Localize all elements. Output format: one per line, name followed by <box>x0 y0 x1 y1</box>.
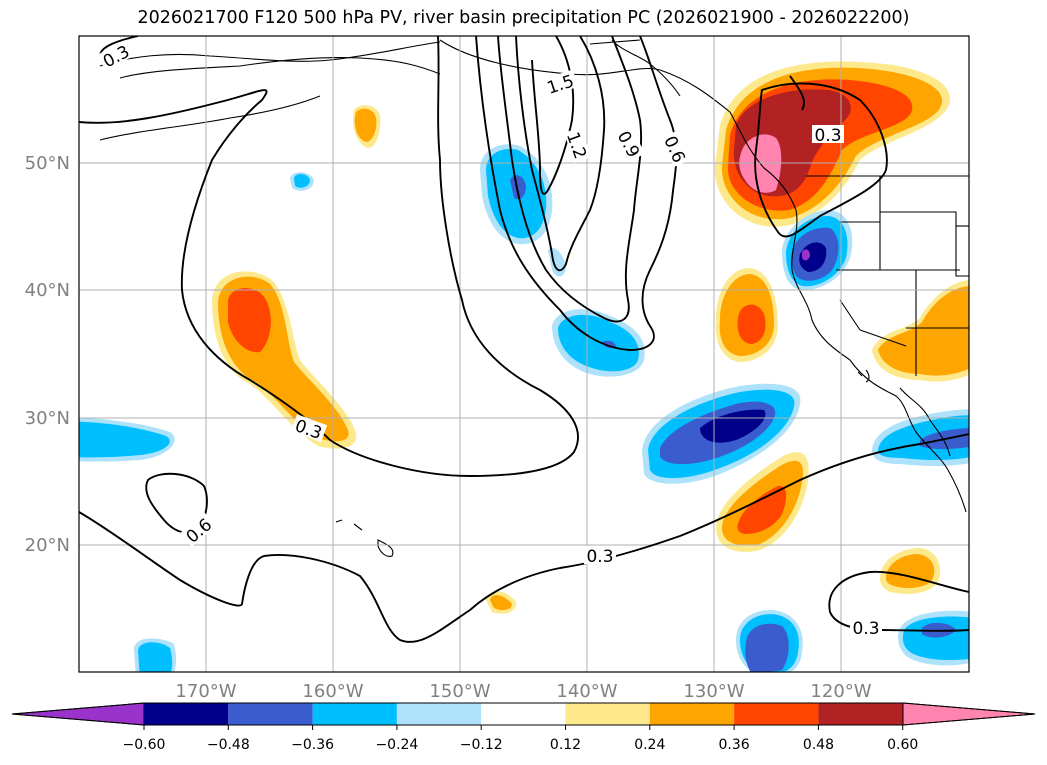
colorbar-tick-label: 0.60 <box>887 737 918 753</box>
colorbar-tick-label: 0.12 <box>550 737 581 753</box>
colorbar-extend-high <box>902 702 1036 726</box>
positive-anomaly-ca <box>878 286 969 376</box>
colorbar-segment <box>144 703 229 725</box>
lat-label: 20°N <box>25 535 70 556</box>
positive-anomaly <box>737 304 766 344</box>
colorbar-tick-label: 0.36 <box>719 737 750 753</box>
lon-label: 140°W <box>556 681 617 702</box>
pv-contour-0.3 <box>789 75 806 111</box>
positive-anomaly <box>490 595 512 611</box>
lat-label: 40°N <box>25 280 70 301</box>
lat-label: 50°N <box>25 153 70 174</box>
lon-label: 120°W <box>810 681 871 702</box>
map-content: 0.3 1.5 1.2 0.9 0.6 0.3 0.3 0.6 0.3 0.3 <box>79 36 969 672</box>
colorbar-segment <box>481 703 566 725</box>
pv-contour-0.3 <box>754 82 888 238</box>
negative-anomaly <box>294 174 310 188</box>
pv-contour-1.5 <box>531 36 575 195</box>
colorbar-segment <box>565 703 650 725</box>
map-title: 2026021700 F120 500 hPa PV, river basin … <box>137 8 910 28</box>
lon-label: 130°W <box>683 681 744 702</box>
colorbar-segment <box>312 703 397 725</box>
colorbar-segment <box>649 703 735 725</box>
pv-contour-1.2 <box>515 36 606 272</box>
lon-labels: 170°W 160°W 150°W 140°W 130°W 120°W <box>175 681 871 702</box>
negative-anomaly <box>138 642 173 672</box>
colorbar-segment <box>396 703 482 725</box>
colorbar-segment <box>228 703 313 725</box>
colorbar-tick-label: −0.60 <box>123 737 166 753</box>
colorbar-tick-labels: −0.60 −0.48 −0.36 −0.24 −0.12 0.12 0.24 … <box>123 737 919 753</box>
colorbar: −0.60 −0.48 −0.36 −0.24 −0.12 0.12 0.24 … <box>11 702 1036 753</box>
contour-label: 0.3 <box>586 547 613 567</box>
positive-anomaly <box>354 108 377 142</box>
coastlines <box>99 39 969 557</box>
colorbar-segment <box>818 703 903 725</box>
negative-anomaly <box>79 421 170 458</box>
lon-label: 160°W <box>302 681 363 702</box>
pv-contour-0.3 <box>79 433 969 643</box>
contour-label: 0.3 <box>852 619 879 639</box>
colorbar-ticks <box>143 725 904 730</box>
plot-frame <box>78 35 970 673</box>
colorbar-tick-label: −0.24 <box>375 737 418 753</box>
colorbar-extend-low <box>11 702 145 726</box>
contour-label: 0.3 <box>814 126 841 146</box>
pv-contour-0.9 <box>497 36 643 323</box>
lat-labels: 20°N 30°N 40°N 50°N <box>25 153 70 556</box>
positive-anomaly-central <box>228 288 271 353</box>
lon-label: 150°W <box>429 681 490 702</box>
negative-anomaly <box>745 623 789 672</box>
pv-contour-0.3 <box>79 36 579 477</box>
pv-contour-0.3 <box>828 570 969 632</box>
colorbar-tick-label: −0.36 <box>291 737 334 753</box>
negative-anomaly <box>510 175 526 200</box>
lon-label: 170°W <box>175 681 236 702</box>
colorbar-tick-label: 0.24 <box>634 737 665 753</box>
negative-anomaly-ca <box>802 249 810 261</box>
colorbar-tick-label: −0.48 <box>207 737 250 753</box>
colorbar-segment <box>734 703 819 725</box>
lat-label: 30°N <box>25 408 70 429</box>
colorbar-tick-label: −0.12 <box>460 737 503 753</box>
graticule <box>79 36 969 672</box>
colorbar-tick-label: 0.48 <box>803 737 834 753</box>
shading-layer <box>79 61 969 672</box>
positive-anomaly <box>737 485 787 534</box>
